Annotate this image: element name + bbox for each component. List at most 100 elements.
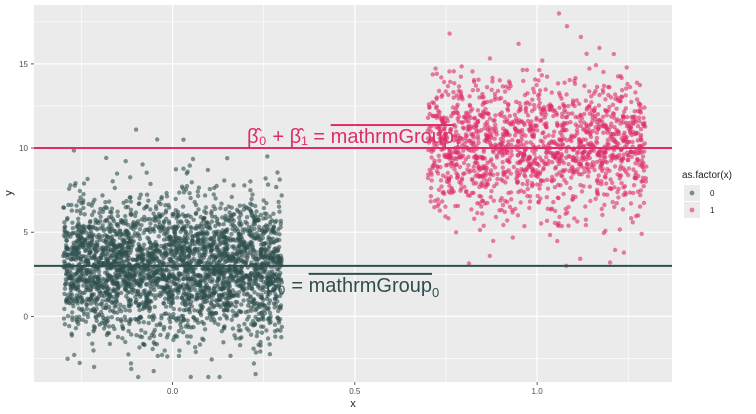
data-point xyxy=(187,191,192,196)
data-point xyxy=(202,215,207,221)
data-point xyxy=(62,224,68,229)
data-point xyxy=(118,242,123,248)
data-point xyxy=(516,41,521,46)
data-point xyxy=(276,274,281,279)
data-point xyxy=(502,172,507,177)
data-point xyxy=(555,238,560,244)
data-point xyxy=(532,77,538,82)
data-point xyxy=(258,252,263,257)
data-point xyxy=(524,140,529,145)
data-point xyxy=(236,239,242,244)
data-point xyxy=(237,203,242,208)
data-point xyxy=(551,133,556,138)
data-point xyxy=(220,251,225,257)
data-point xyxy=(629,149,634,155)
data-point xyxy=(181,290,187,295)
data-point xyxy=(429,172,434,177)
data-point xyxy=(242,183,247,188)
data-point xyxy=(428,199,433,204)
data-point xyxy=(216,270,222,276)
data-point xyxy=(258,316,264,321)
data-point xyxy=(566,153,571,159)
data-point xyxy=(104,233,110,239)
data-point xyxy=(606,84,611,90)
data-point xyxy=(490,79,495,84)
data-point xyxy=(498,198,503,203)
data-point xyxy=(148,292,153,297)
data-point xyxy=(428,185,434,191)
data-point xyxy=(491,198,496,203)
data-point xyxy=(551,199,556,205)
data-point xyxy=(134,333,139,338)
data-point xyxy=(505,106,510,112)
series-0-points xyxy=(61,127,285,380)
data-point xyxy=(494,132,499,137)
data-point xyxy=(177,190,182,195)
data-point xyxy=(558,143,563,148)
data-point xyxy=(221,286,227,291)
data-point xyxy=(618,99,623,104)
data-point xyxy=(482,111,488,116)
data-point xyxy=(260,284,265,289)
data-point xyxy=(175,295,180,300)
data-point xyxy=(518,159,523,164)
data-point xyxy=(575,219,580,224)
data-point xyxy=(187,302,193,307)
data-point xyxy=(487,116,493,121)
data-point xyxy=(146,198,151,203)
data-point xyxy=(228,353,233,358)
data-point xyxy=(251,301,256,306)
data-point xyxy=(163,296,168,301)
data-point xyxy=(457,179,462,185)
data-point xyxy=(543,123,549,128)
data-point xyxy=(171,306,176,312)
data-point xyxy=(541,104,547,110)
data-point xyxy=(635,157,640,163)
data-point xyxy=(523,101,528,106)
data-point xyxy=(181,317,187,322)
data-point xyxy=(497,148,502,154)
data-point xyxy=(272,322,278,327)
data-point xyxy=(237,336,242,341)
data-point xyxy=(216,229,221,234)
data-point xyxy=(467,94,472,99)
data-point xyxy=(471,131,476,137)
data-point xyxy=(260,275,265,280)
data-point xyxy=(182,237,187,242)
data-point xyxy=(72,352,77,358)
data-point xyxy=(203,205,209,210)
data-point xyxy=(622,130,627,135)
data-point xyxy=(585,154,590,160)
data-point xyxy=(136,320,142,325)
data-point xyxy=(115,213,121,219)
data-point xyxy=(624,86,629,91)
data-point xyxy=(542,135,548,140)
data-point xyxy=(455,136,460,141)
data-point xyxy=(552,129,557,134)
data-point xyxy=(553,165,559,170)
data-point xyxy=(638,102,643,107)
data-point xyxy=(273,291,278,297)
data-point xyxy=(221,222,226,227)
data-point xyxy=(521,78,526,84)
data-point xyxy=(109,247,114,252)
data-point xyxy=(159,194,164,200)
data-point xyxy=(150,227,156,232)
data-point xyxy=(615,172,620,177)
data-point xyxy=(252,277,258,282)
data-point xyxy=(143,204,149,210)
data-point xyxy=(163,210,168,215)
data-point xyxy=(140,162,145,167)
data-point xyxy=(593,196,598,201)
data-point xyxy=(466,261,472,266)
data-point xyxy=(214,183,219,189)
data-point xyxy=(586,169,592,174)
data-point xyxy=(137,314,143,320)
data-point xyxy=(451,69,456,74)
data-point xyxy=(514,170,519,176)
data-point xyxy=(179,220,184,225)
data-point xyxy=(254,333,259,339)
data-point xyxy=(151,368,156,374)
data-point xyxy=(68,256,74,261)
data-point xyxy=(136,291,141,297)
